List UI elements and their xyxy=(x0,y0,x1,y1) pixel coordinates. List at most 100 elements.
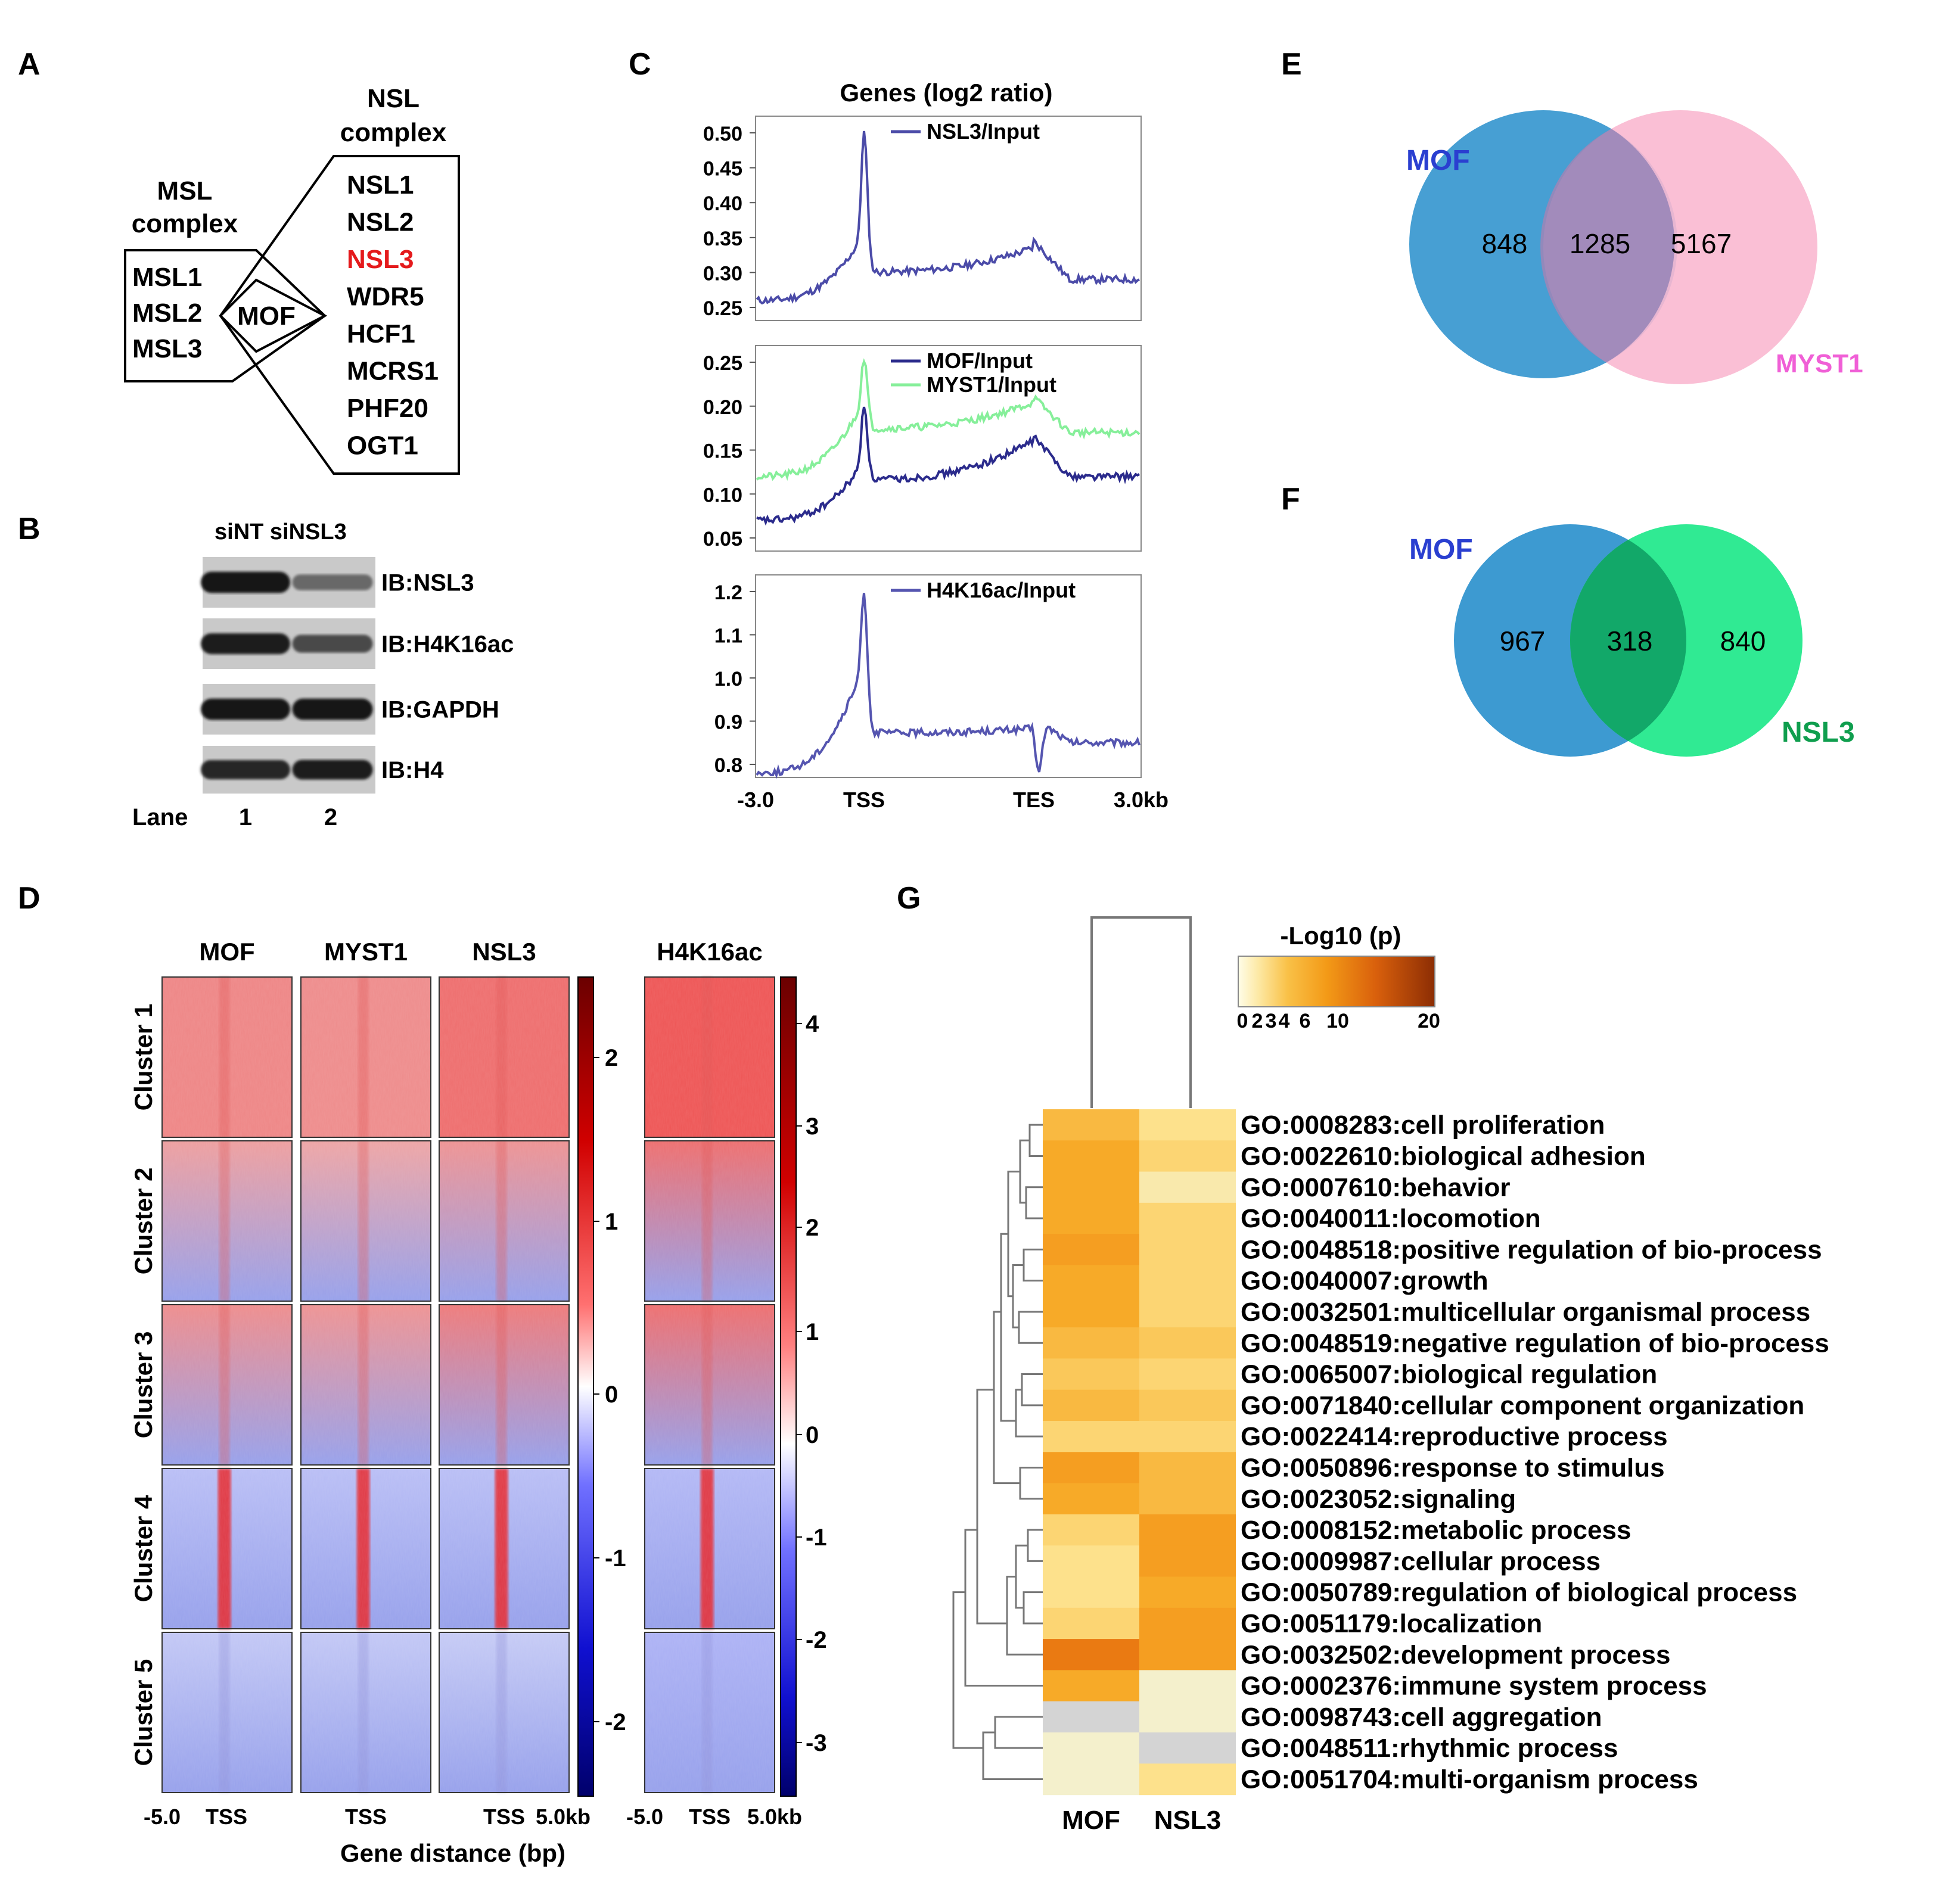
go-column-nsl3: NSL3 xyxy=(1154,1806,1221,1835)
heatmap-xtick-left-3: TSS xyxy=(483,1805,525,1829)
heatmap-noise xyxy=(162,977,292,1137)
nsl-member-ogt1: OGT1 xyxy=(347,431,418,461)
heatmap-noise xyxy=(162,1469,292,1629)
go-cell-mof-16 xyxy=(1043,1607,1139,1639)
profile-title: Genes (log2 ratio) xyxy=(840,79,1052,107)
go-term-label-9: GO:0071840:cellular component organizati… xyxy=(1241,1391,1804,1420)
heatmap-noise xyxy=(645,1141,775,1301)
go-cell-mof-10 xyxy=(1043,1421,1139,1452)
nsl-member-nsl1: NSL1 xyxy=(347,170,414,200)
row-dendrogram-branch-13 xyxy=(1023,1591,1043,1625)
msl-title-line-1: MSL xyxy=(157,176,213,206)
heatmap-xtick-left-4: 5.0kb xyxy=(536,1805,591,1829)
profile-line-mof-input xyxy=(756,406,1140,526)
go-cell-mof-20 xyxy=(1043,1732,1139,1764)
cluster-label-cluster-1: Cluster 1 xyxy=(129,1004,157,1111)
heatmap-xtick-left-2: TSS xyxy=(345,1805,387,1829)
profile-subplot-3: 1.2 1.1 1.0 0.9 0.8 H4K16ac/Input xyxy=(714,574,1142,779)
go-cell-nsl3-4 xyxy=(1139,1234,1236,1266)
heatmap-block-border xyxy=(644,976,775,1138)
profile-line-nsl3-input xyxy=(756,130,1140,305)
profile-line-h4k16ac-input xyxy=(756,593,1140,779)
go-cell-nsl3-9 xyxy=(1139,1389,1236,1421)
go-cell-mof-21 xyxy=(1043,1763,1139,1796)
go-cell-nsl3-5 xyxy=(1139,1265,1236,1297)
row-dendrogram-branch-7 xyxy=(1021,1373,1043,1407)
go-cell-nsl3-10 xyxy=(1139,1421,1236,1452)
msl-member-msl1: MSL1 xyxy=(132,263,202,292)
heatmap-block-cluster-4-myst1 xyxy=(300,1468,431,1629)
profile-ytick-label: 0.20 xyxy=(703,396,742,419)
colorbar-right-tick-7: -3 xyxy=(806,1730,827,1756)
mof-outline xyxy=(219,278,328,353)
row-dendrogram-branch-2 xyxy=(1019,1139,1030,1204)
go-cell-mof-11 xyxy=(1043,1452,1139,1484)
go-cell-mof-0 xyxy=(1043,1109,1139,1141)
go-cell-nsl3-13 xyxy=(1139,1514,1236,1546)
profile-frame xyxy=(755,574,1142,778)
heatmap-block-cluster-5-mof xyxy=(161,1632,293,1793)
heatmap-block-cluster-3-myst1 xyxy=(300,1304,431,1466)
row-dendrogram-branch-0 xyxy=(1028,1124,1043,1157)
blot-band-lane-1 xyxy=(201,633,290,654)
msl-title-line-2: complex xyxy=(132,209,238,238)
heatmap-block-cluster-1-mof xyxy=(161,976,293,1138)
blot-band-lane-2 xyxy=(292,634,373,653)
panel-d-heatmaps: MOF MYST1 NSL3 H4K16ac Cluster 1 Cluster 2 Cl… xyxy=(129,938,827,1867)
profile-xtick-tes: TES xyxy=(1013,788,1055,812)
go-cell-mof-1 xyxy=(1043,1140,1139,1172)
row-dendrogram-branch-20 xyxy=(952,1591,983,1749)
blot-header: siNT siNSL3 xyxy=(215,519,347,545)
heatmap-noise xyxy=(301,1141,431,1301)
go-cell-nsl3-1 xyxy=(1139,1140,1236,1172)
nsl-title-line-1: NSL xyxy=(367,84,419,113)
go-term-label-5: GO:0040007:growth xyxy=(1241,1267,1488,1296)
blot-band-lane-2 xyxy=(292,760,373,780)
heatmap-noise xyxy=(301,977,431,1137)
blot-label-ib-nsl3: IB:NSL3 xyxy=(381,570,474,596)
heatmap-block-border xyxy=(439,1632,570,1793)
msl-member-msl2: MSL2 xyxy=(132,298,202,328)
blot-strip-ib-h4k16ac: IB:H4K16ac xyxy=(201,618,514,669)
heatmap-noise xyxy=(645,977,775,1137)
cluster-label-cluster-2: Cluster 2 xyxy=(129,1168,157,1275)
colorbar-right-tick-0: 4 xyxy=(806,1011,819,1037)
go-term-label-4: GO:0048518:positive regulation of bio-pr… xyxy=(1241,1235,1822,1264)
go-cell-nsl3-12 xyxy=(1139,1483,1236,1515)
profile-ytick-label: 0.05 xyxy=(703,528,742,550)
venn-e-myst1-label: MYST1 xyxy=(1776,349,1863,378)
go-cell-nsl3-6 xyxy=(1139,1296,1236,1328)
row-dendrogram-branch-1 xyxy=(1025,1186,1043,1219)
go-term-label-21: GO:0051704:multi-organism process xyxy=(1241,1765,1698,1794)
profile-xtick-3-0: -3.0 xyxy=(737,788,774,812)
heatmap-block-border xyxy=(161,1468,293,1629)
go-cell-mof-7 xyxy=(1043,1327,1139,1359)
blot-label-ib-h4k16ac: IB:H4K16ac xyxy=(381,631,514,658)
go-cell-mof-13 xyxy=(1043,1514,1139,1546)
profile-ytick-label: 0.9 xyxy=(714,711,742,734)
profile-ytick-label: 0.8 xyxy=(714,754,742,777)
go-term-label-20: GO:0048511:rhythmic process xyxy=(1241,1734,1618,1763)
colorbar-left-tick-2: 0 xyxy=(605,1382,618,1408)
go-cell-mof-14 xyxy=(1043,1545,1139,1578)
heatmap-block-cluster-1-nsl3 xyxy=(439,976,570,1138)
heatmap-noise xyxy=(162,1305,292,1465)
row-dendrogram-branch-11 xyxy=(993,1311,1020,1485)
heatmap-noise xyxy=(162,1141,292,1301)
profile-line-myst1-input xyxy=(756,358,1140,481)
go-cell-nsl3-18 xyxy=(1139,1670,1236,1702)
profile-legend-h4k16ac-input: H4K16ac/Input xyxy=(927,578,1076,602)
colorbar-left-tick-1: 1 xyxy=(605,1209,618,1235)
heatmap-column-h4k16ac: H4K16ac xyxy=(657,938,762,966)
heatmap-xtick-right-2: 5.0kb xyxy=(747,1805,802,1829)
go-term-label-17: GO:0032502:development process xyxy=(1241,1640,1670,1669)
go-cell-nsl3-0 xyxy=(1139,1109,1236,1141)
heatmap-xtick-left-1: TSS xyxy=(206,1805,247,1829)
row-dendrogram-branch-8 xyxy=(1015,1389,1043,1438)
heatmap-block-border xyxy=(644,1468,775,1629)
row-dendrogram-branch-9 xyxy=(1000,1233,1016,1422)
venn-e-myst1-only: 5167 xyxy=(1671,228,1732,259)
go-cell-nsl3-8 xyxy=(1139,1358,1236,1390)
heatmap-xtick-left-0: -5.0 xyxy=(144,1805,181,1829)
nsl-member-mcrs1: MCRS1 xyxy=(347,357,439,386)
